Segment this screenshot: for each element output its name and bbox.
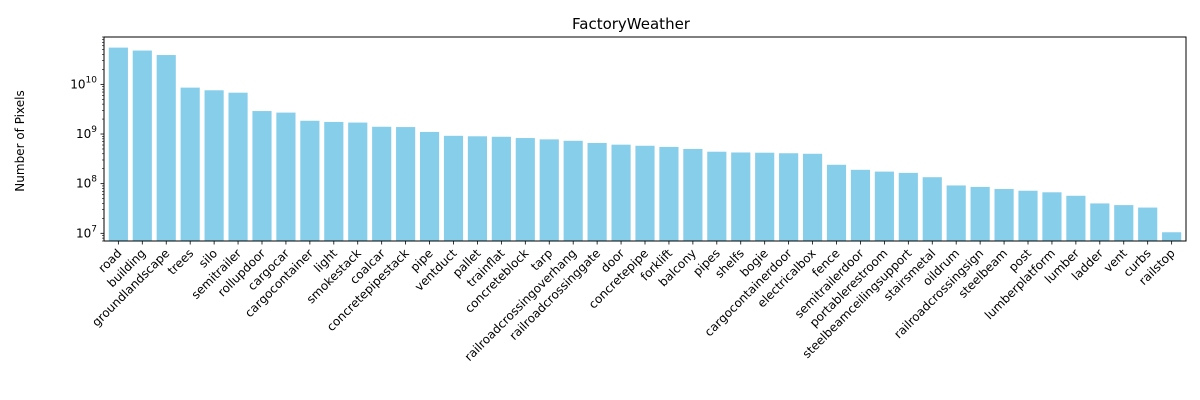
y-tick-exponent: 8 <box>91 175 97 185</box>
bar-semitrailerdoor <box>850 169 871 241</box>
bar-silo <box>204 90 224 241</box>
y-tick-label: 108 <box>76 175 97 191</box>
bar-curbs <box>1138 207 1158 241</box>
bar-railroadcrossinggate <box>587 142 607 241</box>
y-tick-exponent: 7 <box>91 224 97 234</box>
y-tick-base: 10 <box>70 77 85 91</box>
bar-concretepipe <box>635 145 655 241</box>
bar-trees <box>180 87 200 241</box>
y-tick-base: 10 <box>76 226 91 240</box>
bar-light <box>324 121 344 241</box>
bar-post <box>1018 190 1038 241</box>
bar-door <box>611 144 631 241</box>
bar-concreteblock <box>515 138 535 241</box>
plot-area-frame <box>103 36 1187 242</box>
y-tick-label: 107 <box>76 224 97 240</box>
bar-railroadcrossingsign <box>970 186 990 241</box>
y-tick-exponent: 9 <box>91 125 97 135</box>
bar-bogie <box>755 152 775 241</box>
bar-cargocontainer <box>300 120 320 241</box>
bar-steelbeamceilingsupport <box>898 172 918 241</box>
bar-ventduct <box>443 135 464 241</box>
bar-ladder <box>1090 203 1110 241</box>
bar-pipe <box>419 131 440 241</box>
y-tick-base: 10 <box>76 177 91 191</box>
bar-cargocontainerdoor <box>779 153 799 241</box>
y-tick-label: 1010 <box>70 75 97 91</box>
bar-building <box>132 50 152 241</box>
x-tick-label-trees: trees <box>165 246 196 277</box>
bars-group <box>108 47 1182 242</box>
bar-lumberplatform <box>1042 192 1062 241</box>
bar-balcony <box>683 148 703 241</box>
bar-lumber <box>1066 195 1086 241</box>
bar-tarp <box>539 139 559 241</box>
bar-concretepipestack <box>396 127 416 241</box>
bar-portablerestroom <box>874 171 894 241</box>
bar-pipes <box>707 151 727 241</box>
bar-vent <box>1114 205 1134 241</box>
y-tick-exponent: 10 <box>86 75 98 85</box>
bar-oildrum <box>946 185 966 241</box>
bar-rollupdoor <box>252 111 272 241</box>
bar-road <box>108 47 128 242</box>
bar-smokestack <box>348 122 368 241</box>
y-tick-label: 109 <box>76 125 97 141</box>
bar-railroadcrossingoverhang <box>563 140 583 241</box>
y-axis-label: Number of Pixels <box>13 90 27 191</box>
bar-cargocar <box>276 112 296 241</box>
bar-pallet <box>467 136 488 241</box>
bar-trainflat <box>491 136 511 241</box>
bar-forklift <box>659 146 679 241</box>
bar-stairsmetal <box>922 177 942 241</box>
bar-semitrailer <box>228 92 248 241</box>
bar-shelfs <box>731 152 751 241</box>
bar-coalcar <box>372 126 392 241</box>
bar-fence <box>826 164 847 241</box>
bar-steelbeam <box>994 189 1014 241</box>
bar-groundlandscape <box>156 55 176 241</box>
bar-electricalbox <box>802 153 823 241</box>
y-tick-base: 10 <box>76 127 91 141</box>
chart-title: FactoryWeather <box>572 15 691 33</box>
bar-railstop <box>1162 232 1182 241</box>
